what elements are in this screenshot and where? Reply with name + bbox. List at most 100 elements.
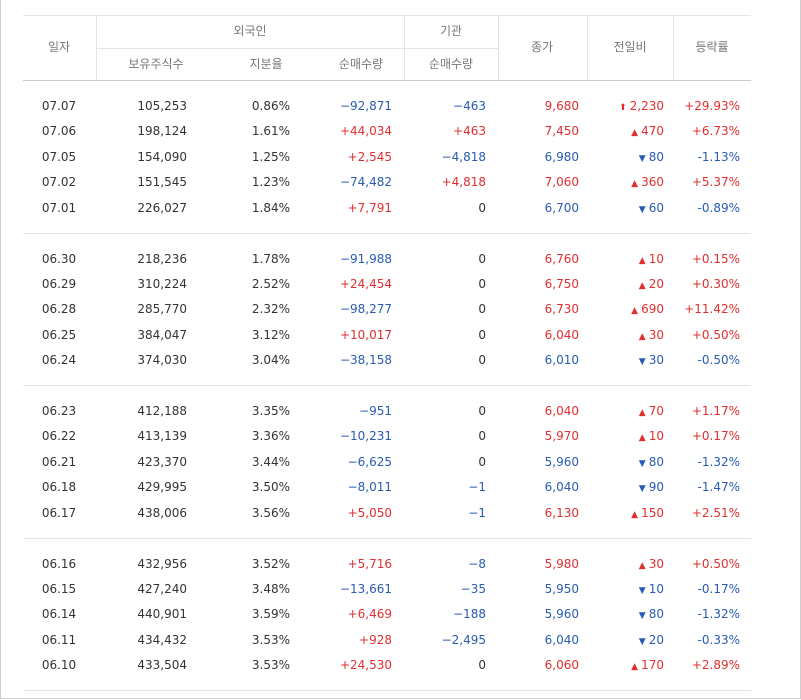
foreign-net-cell: +6,469 <box>347 607 392 622</box>
change-value: 30 <box>648 353 664 368</box>
ratio-cell: 3.59% <box>251 607 290 622</box>
change-value: 470 <box>641 124 664 139</box>
date-cell: 06.25 <box>41 327 77 342</box>
close-cell: 6,040 <box>544 327 579 342</box>
header-cell: 순매수량 <box>338 57 384 71</box>
holdings-cell: 226,027 <box>137 200 187 215</box>
change-cell: ▼ 60 <box>544 201 664 217</box>
rate-cell: -0.17% <box>697 581 740 596</box>
ratio-cell: 2.52% <box>251 276 290 291</box>
foreign-net-cell: +44,034 <box>339 124 392 139</box>
change-cell: ▲ 10 <box>544 429 664 445</box>
close-cell: 9,680 <box>544 99 579 113</box>
date-cell: 07.07 <box>41 99 77 113</box>
institution-net-cell: −188 <box>453 607 486 622</box>
date-cell: 06.23 <box>41 404 77 418</box>
header-cell: 전일비 <box>613 40 647 54</box>
foreign-net-cell: +24,454 <box>339 276 392 291</box>
holdings-cell: 433,504 <box>137 658 187 673</box>
header-bottom-line <box>23 80 751 81</box>
institution-net-cell: −8 <box>468 556 486 571</box>
group-separator <box>23 690 751 691</box>
rate-cell: +29.93% <box>684 99 740 113</box>
ratio-cell: 1.25% <box>251 149 290 164</box>
rate-cell: -0.50% <box>697 353 740 368</box>
change-value: 90 <box>648 480 664 495</box>
header-cell: 외국인 <box>233 24 267 38</box>
rate-cell: -1.47% <box>697 480 740 495</box>
rate-cell: -1.32% <box>697 607 740 622</box>
close-cell: 6,040 <box>544 632 579 647</box>
change-cell: ▲ 690 <box>544 302 664 318</box>
ratio-cell: 3.53% <box>251 658 290 673</box>
header-divider <box>498 15 499 80</box>
holdings-cell: 432,956 <box>137 556 187 571</box>
holdings-cell: 434,432 <box>137 632 187 647</box>
change-cell: ▼ 20 <box>544 633 664 649</box>
rate-cell: +0.50% <box>691 556 740 571</box>
institution-net-cell: −1 <box>468 480 486 495</box>
trend-icon: ▲ <box>631 662 639 673</box>
group-separator <box>23 385 751 386</box>
ratio-cell: 1.84% <box>251 200 290 215</box>
close-cell: 5,950 <box>544 581 579 596</box>
change-cell: ▲ 470 <box>544 124 664 140</box>
foreign-net-cell: +10,017 <box>339 327 392 342</box>
trend-icon: ▲ <box>631 509 639 520</box>
trend-icon: ▲ <box>638 433 646 444</box>
holdings-cell: 154,090 <box>137 149 187 164</box>
ratio-cell: 3.48% <box>251 581 290 596</box>
rate-cell: +0.15% <box>691 251 740 266</box>
date-cell: 06.21 <box>41 454 77 469</box>
close-cell: 6,730 <box>544 302 579 317</box>
institution-net-cell: −4,818 <box>441 149 486 164</box>
ratio-cell: 3.12% <box>251 327 290 342</box>
ratio-cell: 1.78% <box>251 251 290 266</box>
ratio-cell: 3.52% <box>251 556 290 571</box>
foreign-net-cell: −13,661 <box>339 581 392 596</box>
close-cell: 5,960 <box>544 607 579 622</box>
foreign-net-cell: −91,988 <box>339 251 392 266</box>
date-cell: 06.18 <box>41 480 77 495</box>
close-cell: 6,040 <box>544 480 579 495</box>
trend-icon: ▲ <box>631 306 639 317</box>
institution-net-cell: +463 <box>453 124 486 139</box>
change-cell: ▲ 70 <box>544 404 664 420</box>
change-value: 10 <box>648 429 664 444</box>
trend-icon: ▼ <box>638 636 646 647</box>
institution-net-cell: 0 <box>478 454 486 469</box>
rate-cell: +1.17% <box>691 404 740 418</box>
institution-net-cell: +4,818 <box>441 175 486 190</box>
date-cell: 06.11 <box>41 632 77 647</box>
header-cell: 보유주식수 <box>128 57 184 71</box>
close-cell: 7,450 <box>544 124 579 139</box>
ratio-cell: 3.44% <box>251 454 290 469</box>
rate-cell: -0.89% <box>697 200 740 215</box>
ratio-cell: 3.56% <box>251 505 290 520</box>
change-cell: ▲ 10 <box>544 252 664 268</box>
institution-net-cell: 0 <box>478 327 486 342</box>
holdings-cell: 285,770 <box>137 302 187 317</box>
ratio-cell: 3.04% <box>251 353 290 368</box>
date-cell: 07.02 <box>41 175 77 190</box>
close-cell: 7,060 <box>544 175 579 190</box>
change-value: 30 <box>648 556 664 571</box>
header-cell: 지분율 <box>249 57 283 71</box>
foreign-net-cell: −98,277 <box>339 302 392 317</box>
header-split-line <box>96 48 498 49</box>
date-cell: 07.05 <box>41 149 77 164</box>
header-cell: 종가 <box>530 40 554 54</box>
foreign-net-cell: +928 <box>359 632 392 647</box>
ratio-cell: 3.53% <box>251 632 290 647</box>
header-cell: 순매수량 <box>428 57 474 71</box>
date-cell: 06.22 <box>41 429 77 444</box>
trend-icon: ▼ <box>638 458 646 469</box>
header-divider <box>96 15 97 80</box>
close-cell: 6,130 <box>544 505 579 520</box>
ratio-cell: 3.50% <box>251 480 290 495</box>
change-value: 10 <box>648 251 664 266</box>
trend-icon: ▲ <box>638 560 646 571</box>
close-cell: 6,010 <box>544 353 579 368</box>
institution-net-cell: −1 <box>468 505 486 520</box>
